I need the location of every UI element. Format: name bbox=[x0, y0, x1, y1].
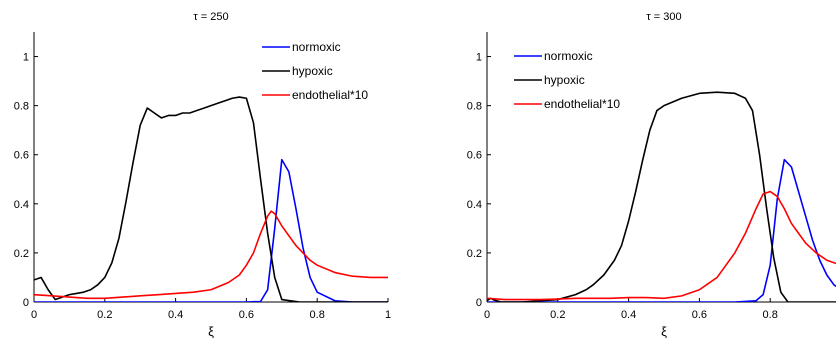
series-line-hypoxic-1 bbox=[487, 91, 836, 302]
legend-label-1-1: hypoxic bbox=[544, 73, 585, 87]
x-tick-label-0-0: 0 bbox=[31, 309, 37, 321]
y-tick-label-1-2: 0.4 bbox=[467, 199, 482, 211]
x-axis-label-1: ξ bbox=[661, 324, 667, 339]
series-line-endothelial-10-0 bbox=[34, 210, 388, 300]
x-tick-label-1-1: 0.2 bbox=[550, 309, 565, 321]
legend-label-0-1: hypoxic bbox=[292, 64, 333, 78]
series-line-normoxic-1 bbox=[487, 158, 836, 302]
x-tick-label-1-0: 0 bbox=[484, 309, 490, 321]
x-tick-label-0-2: 0.4 bbox=[168, 309, 183, 321]
y-tick-label-0-1: 0.2 bbox=[14, 248, 29, 260]
chart-panel-0: τ = 250 ξ 0 0.2 0.4 0.6 0.8 1 0 0.2 0.4 0.6 0.8 1 norm… bbox=[14, 11, 391, 339]
legend-label-1-2: endothelial*10 bbox=[544, 97, 620, 111]
chart-panel-1: τ = 300 ξ 0 0.2 0.4 0.6 0.8 0 0.2 0.4 0.6 0.8 1 normo… bbox=[467, 11, 836, 339]
legend-1: normoxic hypoxic endothelial*10 bbox=[514, 49, 620, 111]
x-tick-label-1-4: 0.8 bbox=[763, 309, 778, 321]
x-tick-label-1-3: 0.6 bbox=[692, 309, 707, 321]
x-tick-label-0-3: 0.6 bbox=[239, 309, 254, 321]
series-group-1 bbox=[487, 91, 836, 302]
y-tick-label-1-3: 0.6 bbox=[467, 150, 482, 162]
series-line-normoxic-0 bbox=[34, 158, 388, 302]
y-tick-label-1-1: 0.2 bbox=[467, 248, 482, 260]
y-tick-label-0-2: 0.4 bbox=[14, 199, 29, 211]
legend-label-0-2: endothelial*10 bbox=[292, 88, 368, 102]
y-tick-label-0-0: 0 bbox=[23, 297, 29, 309]
series-group-0 bbox=[34, 96, 388, 302]
chart-title-1: τ = 300 bbox=[646, 11, 681, 23]
y-tick-label-0-4: 0.8 bbox=[14, 101, 29, 113]
legend-0: normoxic hypoxic endothelial*10 bbox=[262, 40, 368, 102]
y-tick-label-1-4: 0.8 bbox=[467, 101, 482, 113]
y-tick-label-1-0: 0 bbox=[476, 297, 482, 309]
x-axis-label-0: ξ bbox=[208, 324, 214, 339]
legend-label-1-0: normoxic bbox=[544, 49, 593, 63]
legend-label-0-0: normoxic bbox=[292, 40, 341, 54]
x-tick-label-0-1: 0.2 bbox=[97, 309, 112, 321]
y-tick-label-0-5: 1 bbox=[23, 52, 29, 64]
series-line-endothelial-10-1 bbox=[487, 190, 836, 301]
y-tick-label-1-5: 1 bbox=[476, 52, 482, 64]
x-tick-label-1-2: 0.4 bbox=[621, 309, 636, 321]
y-tick-label-0-3: 0.6 bbox=[14, 150, 29, 162]
chart-title-0: τ = 250 bbox=[193, 11, 228, 23]
x-tick-label-0-5: 1 bbox=[385, 309, 391, 321]
x-tick-label-0-4: 0.8 bbox=[310, 309, 325, 321]
series-line-hypoxic-0 bbox=[34, 96, 388, 302]
